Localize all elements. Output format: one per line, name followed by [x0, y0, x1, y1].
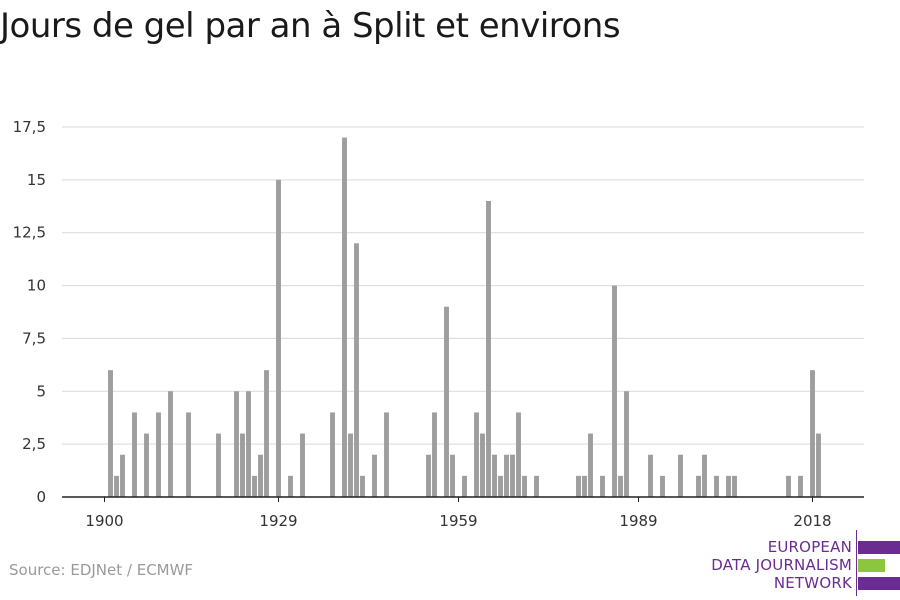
- bar: [186, 412, 191, 497]
- bar: [786, 475, 791, 497]
- bar: [360, 475, 365, 497]
- bar: [432, 412, 437, 497]
- bar: [276, 179, 281, 497]
- bar: [234, 391, 239, 497]
- y-tick-label: 7,5: [22, 329, 46, 347]
- bar: [462, 475, 467, 497]
- source-note: Source: EDJNet / ECMWF: [9, 561, 194, 579]
- y-axis-tick-labels: 0 2,5 5 7,5 10 12,5 15 17,5: [13, 118, 46, 506]
- bar: [156, 412, 161, 497]
- logo-bar-green: [858, 559, 885, 572]
- y-tick-label: 15: [27, 171, 46, 189]
- bar: [726, 475, 731, 497]
- y-tick-label: 10: [27, 277, 46, 295]
- bar-chart: 0 2,5 5 7,5 10 12,5 15 17,5 1900 1929 1959 1989 201…: [13, 118, 864, 530]
- edjnet-logo[interactable]: EUROPEAN DATA JOURNALISM NETWORK: [700, 530, 900, 596]
- x-tick-label: 1929: [259, 512, 297, 530]
- bar: [510, 454, 515, 497]
- bar: [798, 475, 803, 497]
- bar: [426, 454, 431, 497]
- logo-bar-purple-top: [858, 541, 900, 554]
- bar: [696, 475, 701, 497]
- logo-bar-purple-bottom: [858, 577, 900, 590]
- bar: [810, 370, 815, 497]
- bar: [168, 391, 173, 497]
- bar: [714, 475, 719, 497]
- x-axis-tick-labels: 1900 1929 1959 1989 2018: [85, 497, 832, 530]
- bar: [132, 412, 137, 497]
- bar: [144, 433, 149, 497]
- bar: [732, 475, 737, 497]
- bar: [516, 412, 521, 497]
- bar: [612, 285, 617, 497]
- bar: [588, 433, 593, 497]
- x-tick-label: 1959: [439, 512, 477, 530]
- bar: [486, 201, 491, 497]
- bar: [258, 454, 263, 497]
- bar: [660, 475, 665, 497]
- x-tick-label: 2018: [793, 512, 831, 530]
- logo-line-2: DATA JOURNALISM: [711, 556, 852, 574]
- bar: [342, 137, 347, 498]
- bar: [504, 454, 509, 497]
- bar: [576, 475, 581, 497]
- bar: [108, 370, 113, 497]
- bar: [114, 475, 119, 497]
- logo-line-3: NETWORK: [773, 574, 852, 592]
- bar: [348, 433, 353, 497]
- bar: [252, 475, 257, 497]
- bar: [372, 454, 377, 497]
- y-tick-label: 17,5: [13, 118, 46, 136]
- bars: [108, 137, 821, 498]
- bar: [354, 243, 359, 497]
- bar: [240, 433, 245, 497]
- bar: [384, 412, 389, 497]
- bar: [816, 433, 821, 497]
- bar: [600, 475, 605, 497]
- bar: [702, 454, 707, 497]
- logo-divider: [856, 530, 857, 596]
- y-tick-label: 5: [36, 382, 46, 400]
- bar: [216, 433, 221, 497]
- bar: [492, 454, 497, 497]
- y-tick-label: 2,5: [22, 435, 46, 453]
- bar: [300, 433, 305, 497]
- gridlines: [62, 126, 864, 445]
- y-tick-label: 12,5: [13, 224, 46, 242]
- x-tick-label: 1900: [85, 512, 123, 530]
- bar: [474, 412, 479, 497]
- bar: [330, 412, 335, 497]
- bar: [480, 433, 485, 497]
- bar: [246, 391, 251, 497]
- bar: [648, 454, 653, 497]
- bar: [582, 475, 587, 497]
- bar: [678, 454, 683, 497]
- bar: [120, 454, 125, 497]
- bar: [444, 306, 449, 497]
- chart-title: Jours de gel par an à Split et environs: [0, 6, 621, 46]
- bar: [498, 475, 503, 497]
- bar: [624, 391, 629, 497]
- bar: [534, 475, 539, 497]
- bar: [618, 475, 623, 497]
- bar: [288, 475, 293, 497]
- bar: [450, 454, 455, 497]
- logo-line-1: EUROPEAN: [767, 538, 852, 556]
- y-tick-label: 0: [36, 488, 46, 506]
- bar: [522, 475, 527, 497]
- x-tick-label: 1989: [619, 512, 657, 530]
- bar: [264, 370, 269, 497]
